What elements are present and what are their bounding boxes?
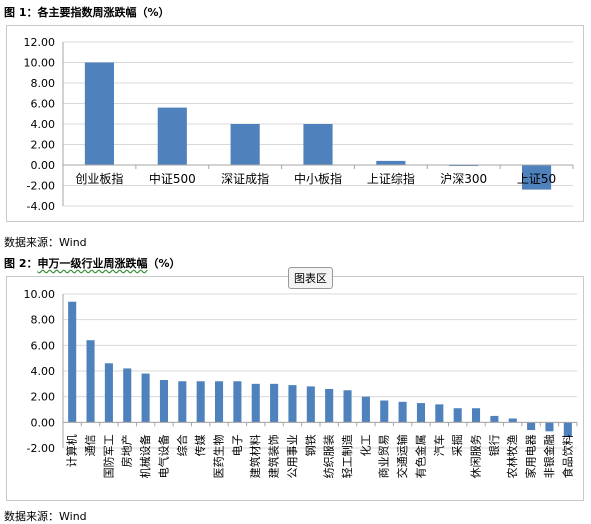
chart1-ytick-label: 8.00 [31,77,56,90]
chart1-category-label: 上证综指 [367,171,415,186]
chart2-category-label: 国防军工 [101,434,115,478]
chart1-category-label: 上证50 [517,172,556,186]
chart2-bar[interactable] [527,422,536,431]
chart2-category-label: 休闲服务 [469,434,483,478]
chart2-category-label: 有色金属 [413,434,427,478]
figure2-title-suffix: （%） [147,257,181,270]
chart1-ytick-label: -2.00 [27,180,55,193]
chart2-category-label: 公用事业 [286,434,299,478]
chart2-category-label: 食品饮料 [560,434,574,478]
chart2-category-label: 交通运输 [395,434,409,478]
chart2-bar[interactable] [141,373,150,423]
figure1-chart-area[interactable]: -4.00 -2.00 0.00 2.00 4.00 6.00 8.00 10.00 12.00… [6,25,584,222]
chart2-bar[interactable] [270,383,279,423]
chart2-category-label: 通信 [84,434,97,456]
chart2-category-label: 医药生物 [212,434,226,478]
chart2-bar[interactable] [251,383,260,423]
chart2-category-label: 电气设备 [156,434,170,478]
chart2-bar[interactable] [233,381,242,423]
chart-area-tooltip: 图表区 [288,267,333,289]
chart2-bar[interactable] [288,385,297,423]
chart1-category-label: 中小板指 [294,171,342,186]
figure2-source: 数据来源：Wind [4,510,87,523]
chart2-category-label: 化工 [358,434,372,456]
chart2-category-label: 汽车 [432,434,446,456]
chart2-category-label: 钢铁 [304,434,317,456]
chart2-category-label: 机械设备 [138,434,152,478]
chart2-bar[interactable] [178,381,187,423]
chart2-ytick-label: -2.00 [27,442,55,455]
chart2-category-label: 纺织服装 [322,434,336,478]
chart2-bar[interactable] [435,404,444,423]
chart2-ytick-label: 8.00 [31,314,56,327]
chart1-category-label: 沪深300 [440,172,487,186]
figure2-bar-chart: -2.00 0.00 2.00 4.00 6.00 8.00 10.00 计算机 通信 国防军工房… [24,288,578,478]
chart1-bar[interactable] [449,165,479,167]
chart2-bar[interactable] [361,396,370,423]
figure2-chart-area[interactable]: -2.00 0.00 2.00 4.00 6.00 8.00 10.00 计算机 通信 国防军工房… [6,276,584,501]
chart2-category-label: 传媒 [194,434,207,456]
chart1-ytick-label: 2.00 [31,139,56,152]
figure1-source: 数据来源：Wind [4,236,87,249]
chart2-category-label: 计算机 [65,434,79,467]
chart2-bar[interactable] [325,388,334,423]
chart2-ytick-label: 2.00 [31,391,56,404]
chart2-category-label: 采掘 [450,434,464,456]
chart2-bar[interactable] [343,390,352,423]
chart1-bar[interactable] [157,107,187,165]
chart2-bar[interactable] [563,422,572,437]
chart2-ytick-label: 10.00 [24,288,56,301]
chart2-bar[interactable] [214,381,224,423]
chart2-bar[interactable] [398,401,407,423]
chart1-bar[interactable] [376,160,406,165]
chart2-category-label: 轻工制造 [340,434,354,478]
chart2-category-label: 银行 [487,434,501,456]
chart2-bar[interactable] [123,368,132,423]
chart1-ytick-label: 4.00 [31,118,56,131]
chart1-ytick-label: 10.00 [24,57,56,70]
chart1-bar[interactable] [303,124,333,165]
chart1-category-label: 中证500 [149,171,196,186]
chart2-category-label: 建筑材料 [248,434,262,478]
chart1-category-label: 创业板指 [75,171,123,186]
chart2-bar[interactable] [68,301,77,423]
chart2-bar[interactable] [380,400,389,423]
chart2-ytick-label: 6.00 [31,339,56,352]
chart2-bar[interactable] [545,422,554,432]
figure1-title: 图 1：各主要指数周涨跌幅（%） [4,6,170,19]
chart1-ytick-label: 6.00 [31,98,56,111]
chart2-category-label: 电子 [231,434,244,456]
chart2-category-label: 房地产 [120,434,134,467]
chart2-bar[interactable] [508,418,517,423]
chart1-bar[interactable] [84,62,114,166]
chart2-bar[interactable] [86,340,95,423]
chart2-category-label: 家用电器 [524,434,538,478]
chart2-bar[interactable] [453,408,462,423]
chart2-bar[interactable] [306,386,315,423]
chart2-category-label: 商业贸易 [377,434,391,478]
chart2-bar[interactable] [416,403,426,423]
chart2-bar[interactable] [104,363,113,423]
chart2-bar[interactable] [159,379,169,423]
chart1-ytick-label: -4.00 [27,200,55,213]
chart2-ytick-label: 4.00 [31,365,56,378]
figure2-title-prefix: 图 2： [4,257,38,270]
chart1-ytick-label: 0.00 [31,159,56,172]
chart2-category-label: 非银金融 [542,434,556,478]
chart1-ytick-label: 12.00 [24,36,56,49]
chart1-category-label: 深证成指 [221,171,269,186]
chart2-category-label: 建筑装饰 [267,434,281,478]
chart1-bar[interactable] [522,165,552,190]
figure2-title-main: 申万一级行业周涨跌幅 [37,257,148,270]
figure2-title: 图 2：申万一级行业周涨跌幅（%） [4,255,181,271]
chart2-category-label: 综合 [175,434,189,456]
chart2-bar[interactable] [471,408,481,423]
chart2-bar[interactable] [196,381,205,423]
figure1-bar-chart: -4.00 -2.00 0.00 2.00 4.00 6.00 8.00 10.00 12.00… [24,36,574,213]
chart1-bar[interactable] [230,124,260,165]
chart2-category-label: 农林牧渔 [505,434,519,478]
chart2-ytick-label: 0.00 [31,416,56,429]
chart2-bar[interactable] [490,415,499,423]
